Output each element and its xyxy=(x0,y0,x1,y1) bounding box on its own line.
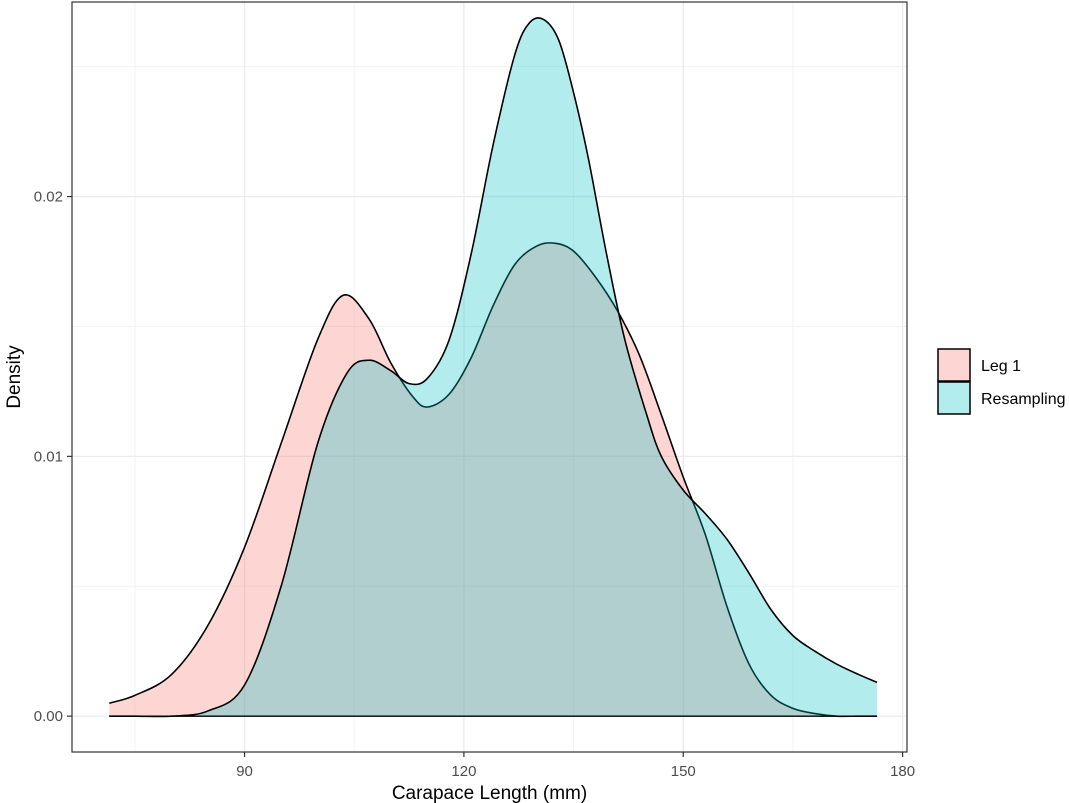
y-tick-label: 0.01 xyxy=(34,448,63,465)
y-axis-title: Density xyxy=(4,345,25,409)
area-resampling xyxy=(109,17,878,717)
legend-key-leg-1 xyxy=(937,348,971,382)
x-tick-label: 90 xyxy=(236,763,253,780)
x-axis-title: Carapace Length (mm) xyxy=(392,783,587,803)
line-resampling xyxy=(109,17,878,718)
legend-label-leg-1: Leg 1 xyxy=(981,358,1021,375)
x-axis: 90 120 150 180 xyxy=(236,752,915,780)
plot-panel-border xyxy=(71,1,908,753)
legend-label-resampling: Resampling xyxy=(981,391,1065,408)
y-tick-label: 0.02 xyxy=(34,189,63,206)
x-tick-label: 120 xyxy=(451,763,476,780)
grid-minor xyxy=(72,2,907,752)
y-tick-label: 0.00 xyxy=(34,708,63,725)
y-axis: 0.00 0.01 0.02 xyxy=(34,189,72,725)
legend-key-bg xyxy=(938,349,970,381)
legend-key-resampling xyxy=(937,381,971,415)
area-leg-1 xyxy=(109,242,878,717)
legend-key-bg xyxy=(938,382,970,414)
density-areas xyxy=(109,17,878,718)
plot-panel-background xyxy=(72,2,907,752)
x-tick-label: 180 xyxy=(890,763,915,780)
legend: Leg 1 Resampling xyxy=(937,348,1065,415)
line-leg-1 xyxy=(109,242,878,718)
x-tick-label: 150 xyxy=(671,763,696,780)
